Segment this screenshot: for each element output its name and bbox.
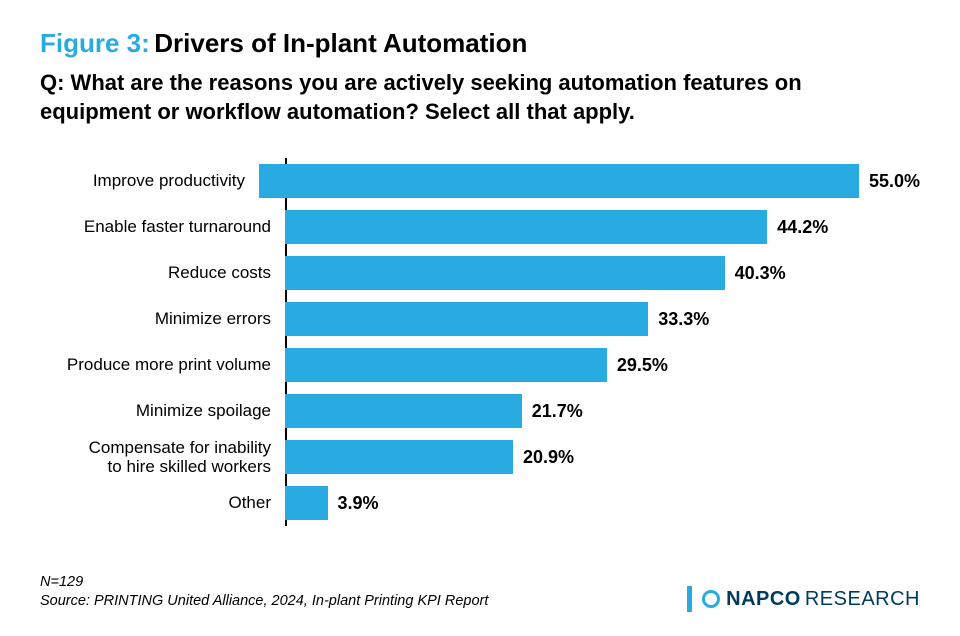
category-label: Other — [40, 493, 285, 513]
bar — [285, 440, 513, 474]
bar-row: Other 3.9% — [40, 480, 920, 526]
bar — [285, 256, 725, 290]
figure-title: Drivers of In-plant Automation — [154, 28, 527, 58]
value-label: 21.7% — [532, 401, 583, 422]
category-label: Minimize errors — [40, 309, 285, 329]
value-label: 40.3% — [735, 263, 786, 284]
category-label: Produce more print volume — [40, 355, 285, 375]
bar-chart: Improve productivity 55.0% Enable faster t… — [40, 158, 920, 526]
bar-row: Reduce costs 40.3% — [40, 250, 920, 296]
bar-track: 21.7% — [285, 388, 920, 434]
category-label: Minimize spoilage — [40, 401, 285, 421]
bar-track: 29.5% — [285, 342, 920, 388]
survey-question: Q: What are the reasons you are actively… — [40, 69, 900, 126]
bar-track: 33.3% — [285, 296, 920, 342]
figure-label: Figure 3: — [40, 28, 150, 58]
value-label: 20.9% — [523, 447, 574, 468]
value-label: 29.5% — [617, 355, 668, 376]
brand-ring-icon — [702, 590, 720, 608]
brand-accent-bar — [687, 586, 692, 612]
category-label: Enable faster turnaround — [40, 217, 285, 237]
brand-name-light: RESEARCH — [805, 588, 920, 611]
bar — [285, 302, 648, 336]
bar — [259, 164, 859, 198]
brand-logo: NAPCORESEARCH — [687, 586, 920, 612]
bar-row: Minimize spoilage 21.7% — [40, 388, 920, 434]
bar-row: Minimize errors 33.3% — [40, 296, 920, 342]
bar — [285, 348, 607, 382]
bar-track: 44.2% — [285, 204, 920, 250]
bar — [285, 394, 522, 428]
chart-header: Figure 3: Drivers of In-plant Automation… — [40, 28, 920, 126]
bar-track: 20.9% — [285, 434, 920, 480]
bar-row: Compensate for inabilityto hire skilled … — [40, 434, 920, 480]
bar-track: 40.3% — [285, 250, 920, 296]
value-label: 3.9% — [338, 493, 379, 514]
category-label: Improve productivity — [40, 171, 259, 191]
bar — [285, 486, 328, 520]
bar-row: Enable faster turnaround 44.2% — [40, 204, 920, 250]
chart-footer: N=129 Source: PRINTING United Alliance, … — [40, 573, 920, 612]
value-label: 33.3% — [658, 309, 709, 330]
category-label: Compensate for inabilityto hire skilled … — [40, 438, 285, 477]
bar-row: Produce more print volume 29.5% — [40, 342, 920, 388]
brand-name-bold: NAPCO — [726, 588, 801, 611]
bar-row: Improve productivity 55.0% — [40, 158, 920, 204]
brand-text: NAPCORESEARCH — [702, 588, 920, 611]
bar — [285, 210, 767, 244]
bar-track: 3.9% — [285, 480, 920, 526]
value-label: 55.0% — [869, 171, 920, 192]
value-label: 44.2% — [777, 217, 828, 238]
category-label: Reduce costs — [40, 263, 285, 283]
bar-track: 55.0% — [259, 158, 920, 204]
